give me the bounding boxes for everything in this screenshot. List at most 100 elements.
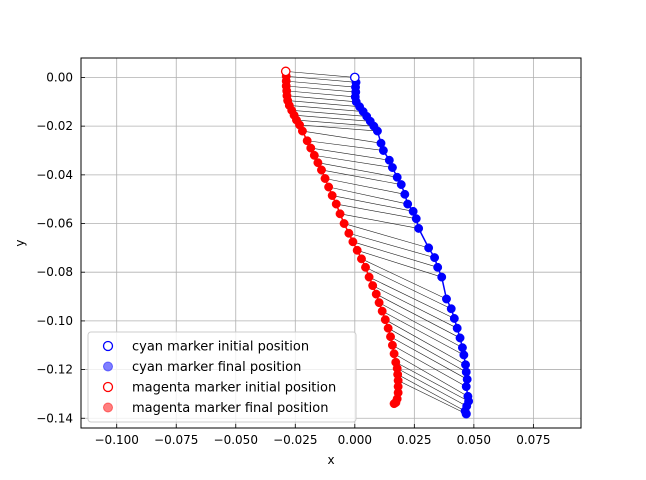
connector-line xyxy=(332,195,414,212)
connector-line xyxy=(339,213,419,229)
cyan-data-point xyxy=(461,367,471,377)
magenta-data-point xyxy=(327,191,337,200)
connector-line xyxy=(397,368,467,407)
y-tick-label: −0.06 xyxy=(36,217,73,231)
connector-line xyxy=(317,162,398,178)
cyan-data-point xyxy=(372,126,382,136)
legend-label: cyan marker final position xyxy=(132,360,301,375)
magenta-data-point xyxy=(368,281,378,291)
connector-line xyxy=(328,186,408,205)
magenta-data-point xyxy=(374,298,384,308)
cyan-data-point xyxy=(396,180,406,190)
connector-line xyxy=(361,258,447,300)
magenta-data-point xyxy=(320,174,330,183)
connector-line xyxy=(286,75,357,83)
legend-label: magenta marker initial position xyxy=(132,381,336,396)
magenta-data-point xyxy=(331,199,341,209)
plot-frame xyxy=(80,57,582,429)
cyan-data-point xyxy=(392,172,402,182)
connector-line xyxy=(299,124,378,132)
cyan-data-point xyxy=(457,343,467,353)
cyan-data-point xyxy=(449,314,459,323)
magenta-data-point xyxy=(302,136,312,146)
magenta-final-marker xyxy=(391,397,401,408)
magenta-data-point xyxy=(317,165,326,175)
magenta-data-point xyxy=(377,306,387,316)
magenta-data-point xyxy=(352,245,362,255)
cyan-data-point xyxy=(437,272,447,282)
cyan-data-point xyxy=(403,199,413,209)
connector-line xyxy=(291,110,367,117)
series-layer xyxy=(281,66,474,419)
cyan-data-point xyxy=(446,304,456,314)
magenta-data-point xyxy=(380,315,390,325)
x-axis-label: x xyxy=(327,453,334,467)
connector-line xyxy=(368,276,455,319)
magenta-data-point xyxy=(389,349,399,359)
magenta-data-point xyxy=(324,182,334,192)
magenta-data-point xyxy=(339,219,349,228)
magenta-data-point xyxy=(306,143,316,153)
y-axis-ticks: 0.00 −0.02 −0.04 −0.06 −0.08 −0.10 −0.12 −0.14 xyxy=(36,70,85,425)
connector-line xyxy=(387,327,467,373)
y-tick-label: −0.14 xyxy=(36,411,73,425)
magenta-data-point xyxy=(387,340,397,350)
connector-line xyxy=(357,250,442,278)
magenta-data-point xyxy=(309,150,319,160)
y-tick-label: −0.02 xyxy=(36,119,73,133)
connector-line xyxy=(382,310,464,356)
cyan-data-point xyxy=(424,243,434,253)
magenta-data-point xyxy=(344,228,354,238)
connector-line xyxy=(336,203,417,219)
endpoint-markers xyxy=(280,66,471,419)
connector-lines xyxy=(285,71,469,415)
x-tick-label: −0.025 xyxy=(273,433,317,447)
cyan-data-point xyxy=(461,382,471,392)
x-tick-label: 0.025 xyxy=(397,433,431,447)
y-tick-label: −0.10 xyxy=(36,314,73,328)
cyan-data-point xyxy=(433,262,443,272)
connector-line xyxy=(385,319,466,365)
connector-line xyxy=(287,100,360,107)
connector-line xyxy=(307,140,384,151)
legend-label: magenta marker final position xyxy=(132,401,328,416)
cyan-data-point xyxy=(400,189,410,199)
legend-marker xyxy=(103,361,113,372)
magenta-data-point xyxy=(386,332,395,342)
x-tick-label: 0.075 xyxy=(516,433,550,447)
legend-marker xyxy=(102,340,114,352)
cyan-data-point xyxy=(378,146,388,155)
connector-line xyxy=(286,85,356,93)
connector-line xyxy=(285,71,355,78)
magenta-data-point xyxy=(383,323,393,333)
cyan-data-point xyxy=(430,253,440,263)
x-tick-label: 0.050 xyxy=(457,433,491,447)
x-tick-label: −0.050 xyxy=(214,433,258,447)
connector-line xyxy=(393,353,469,397)
connector-line xyxy=(398,380,467,415)
legend: cyan marker initial position cyan marker … xyxy=(87,331,357,423)
y-tick-label: −0.12 xyxy=(36,363,73,377)
cyan-data-point xyxy=(387,163,397,172)
cyan-data-point xyxy=(462,374,472,384)
connector-line xyxy=(376,293,461,339)
y-axis-label: y xyxy=(13,239,27,246)
magenta-initial-marker xyxy=(280,66,291,77)
cyan-data-point xyxy=(455,333,465,343)
x-axis-ticks: −0.100 −0.075 −0.050 −0.025 0.000 0.025 0.050 0… xyxy=(95,424,551,447)
legend-label: cyan marker initial position xyxy=(132,340,309,355)
magenta-data-point xyxy=(335,209,345,219)
y-tick-label: −0.04 xyxy=(36,168,73,182)
connector-line xyxy=(296,119,374,127)
connector-line xyxy=(348,232,435,258)
legend-marker xyxy=(102,381,114,393)
magenta-data-point xyxy=(348,237,358,247)
connector-line xyxy=(378,302,463,348)
magenta-data-point xyxy=(371,289,381,299)
connector-line xyxy=(392,344,467,387)
cyan-data-point xyxy=(459,350,469,360)
connector-line xyxy=(286,95,357,103)
x-tick-label: −0.100 xyxy=(95,433,139,447)
y-tick-label: 0.00 xyxy=(46,70,73,84)
